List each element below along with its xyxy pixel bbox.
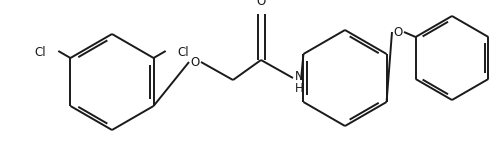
Text: O: O: [191, 55, 200, 69]
Text: O: O: [257, 0, 266, 8]
Text: Cl: Cl: [35, 46, 46, 60]
Text: Cl: Cl: [178, 46, 190, 60]
Text: N: N: [295, 70, 304, 83]
Text: H: H: [295, 82, 304, 95]
Text: O: O: [394, 25, 403, 39]
